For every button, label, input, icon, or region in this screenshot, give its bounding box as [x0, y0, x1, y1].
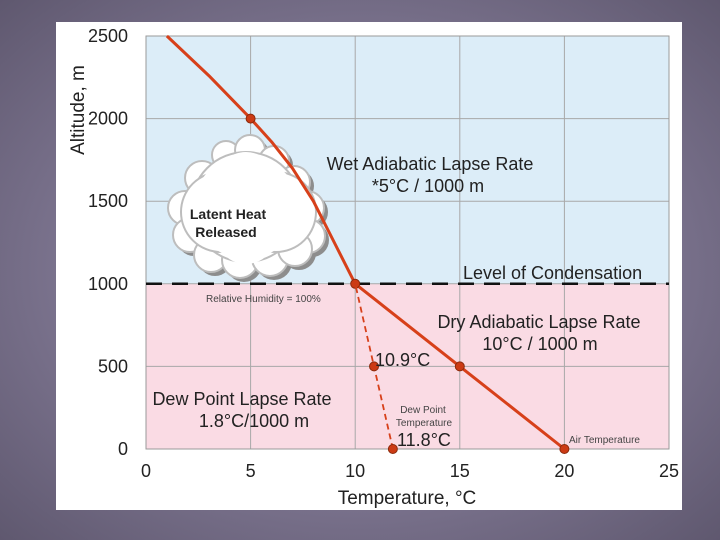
- cloud-fill: [216, 204, 276, 264]
- dew-point-marker: [369, 361, 380, 372]
- dew-point-marker: [387, 444, 398, 454]
- lapse-rate-chart: Latent Heat Released 0 5 10 15 20 25 0 500 1000…: [68, 26, 679, 509]
- temp-500-label: 10.9°C: [375, 350, 430, 370]
- x-tick-label: 25: [659, 461, 679, 481]
- air-temperature-marker: [350, 278, 361, 289]
- y-tick-label: 500: [98, 356, 128, 376]
- cloud-fill: [216, 152, 276, 212]
- x-axis-title: Temperature, °C: [338, 488, 477, 509]
- series-layer: [165, 34, 570, 454]
- x-tick-label: 15: [450, 461, 470, 481]
- y-tick-label: 2500: [88, 26, 128, 46]
- y-tick-label: 1000: [88, 274, 128, 294]
- cloud-label-line-1: Latent Heat: [190, 206, 267, 222]
- slide: Latent Heat Released 0 5 10 15 20 25 0 500 1000…: [56, 22, 682, 510]
- temp-0-label: 11.8°C: [397, 430, 451, 450]
- dew-lapse-title: Dew Point Lapse Rate: [152, 389, 331, 409]
- dew-point-label-line-1: Dew Point: [400, 405, 446, 416]
- air-temperature-label: Air Temperature: [569, 435, 640, 446]
- cloud-label-line-2: Released: [195, 224, 256, 240]
- condensation-label: Level of Condensation: [463, 263, 642, 283]
- y-tick-label: 2000: [88, 109, 128, 129]
- humidity-label: Relative Humidity = 100%: [206, 294, 321, 305]
- y-tick-label: 1500: [88, 191, 128, 211]
- x-tick-label: 20: [554, 461, 574, 481]
- dew-lapse-rate: 1.8°C/1000 m: [199, 411, 309, 431]
- x-tick-label: 0: [141, 461, 151, 481]
- air-temperature-marker: [454, 361, 465, 372]
- x-tick-label: 10: [345, 461, 365, 481]
- x-tick-labels: 0 5 10 15 20 25: [141, 461, 679, 481]
- air-temperature-marker: [245, 113, 256, 124]
- plot-border: [145, 35, 670, 450]
- dry-lapse-title: Dry Adiabatic Lapse Rate: [437, 312, 640, 332]
- dry-lapse-rate: 10°C / 1000 m: [482, 334, 597, 354]
- air-temperature-series-line: [165, 34, 566, 451]
- y-tick-label: 0: [118, 439, 128, 459]
- wet-lapse-title: Wet Adiabatic Lapse Rate: [327, 154, 534, 174]
- x-tick-label: 5: [246, 461, 256, 481]
- wet-lapse-rate: *5°C / 1000 m: [372, 176, 484, 196]
- y-axis-title: Altitude, m: [68, 65, 89, 155]
- y-tick-labels: 0 500 1000 1500 2000 2500: [88, 26, 128, 459]
- cloud-icon: [167, 134, 329, 282]
- dew-point-label-line-2: Temperature: [396, 418, 453, 429]
- air-temperature-marker: [559, 444, 570, 454]
